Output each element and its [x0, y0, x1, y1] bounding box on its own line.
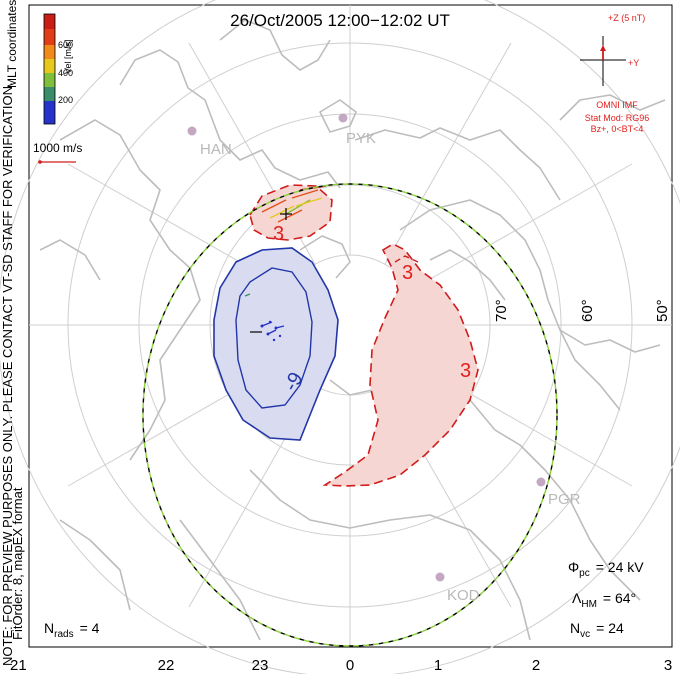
- hm-boundary-overlay: [142, 183, 558, 647]
- imf-condition-label: Bz+, 0<BT<4: [591, 124, 644, 134]
- station-label-han: HAN: [200, 141, 232, 158]
- mlt-tick-1: 1: [434, 657, 442, 674]
- imf-source-label: OMNI IMF: [596, 100, 638, 110]
- vector-origin-dots: [260, 320, 282, 342]
- mlt-tick-22: 22: [158, 657, 175, 674]
- potential-max-marker: [280, 208, 292, 220]
- station-label-pyk: PYK: [346, 130, 376, 147]
- nvc-label: Nvc = 24: [570, 620, 624, 640]
- reference-vector-label: 1000 m/s: [33, 141, 82, 155]
- latitude-label-70: 70°: [493, 299, 510, 322]
- reference-vector: [38, 160, 76, 164]
- negative-contour-inner: [235, 267, 313, 409]
- preview-note: NOTE: FOR PREVIEW PURPOSES ONLY. PLEASE …: [0, 82, 15, 666]
- latitude-label-50: 50°: [654, 299, 671, 322]
- nrads-label: Nrads = 4: [44, 620, 100, 640]
- hm-boundary-label: ΛHM = 64°: [572, 590, 636, 610]
- colorbar-tick-600: 600: [58, 40, 73, 50]
- latitude-label-60: 60°: [579, 299, 596, 322]
- colorbar-tick-200: 200: [58, 95, 73, 105]
- imf-y-label: +Y: [628, 58, 639, 68]
- mlt-tick-2: 2: [532, 657, 540, 674]
- contour-label-midnight: 3: [273, 223, 284, 245]
- station-label-pgr: PGR: [548, 491, 581, 508]
- map-title: 26/Oct/2005 12:00−12:02 UT: [230, 11, 450, 30]
- mlt-grid: [29, 5, 672, 647]
- contour-label-dawn-upper: 3: [402, 262, 413, 284]
- positive-contour-inner: [394, 255, 419, 263]
- positive-potential-cell: [322, 243, 479, 487]
- mlt-tick-0: 0: [346, 657, 354, 674]
- coastlines: [39, 19, 666, 641]
- station-markers: [187, 113, 546, 582]
- positive-potential-cell-midnight: [249, 184, 333, 241]
- contour-label-dawn-lower: 3: [460, 360, 471, 382]
- station-label-kod: KOD: [447, 587, 480, 604]
- stat-model-label: Stat Mod: RG96: [585, 113, 650, 123]
- colorbar-tick-400: 400: [58, 68, 73, 78]
- imf-z-label: +Z (5 nT): [608, 13, 645, 23]
- negative-potential-cell: [213, 247, 339, 441]
- fit-order-note: FitOrder: 8, mapEX format: [10, 487, 25, 640]
- mlt-tick-21: 21: [10, 657, 27, 674]
- colorbar-label: Vel [m/s]: [63, 39, 73, 74]
- imf-dial: [580, 36, 626, 86]
- mlt-tick-23: 23: [252, 657, 269, 674]
- colorbar: [43, 13, 56, 125]
- coordinate-system-label: MLT coordinates: [5, 0, 19, 88]
- mlt-tick-3: 3: [664, 657, 672, 674]
- cross-polar-potential-label: Φpc = 24 kV: [568, 559, 644, 579]
